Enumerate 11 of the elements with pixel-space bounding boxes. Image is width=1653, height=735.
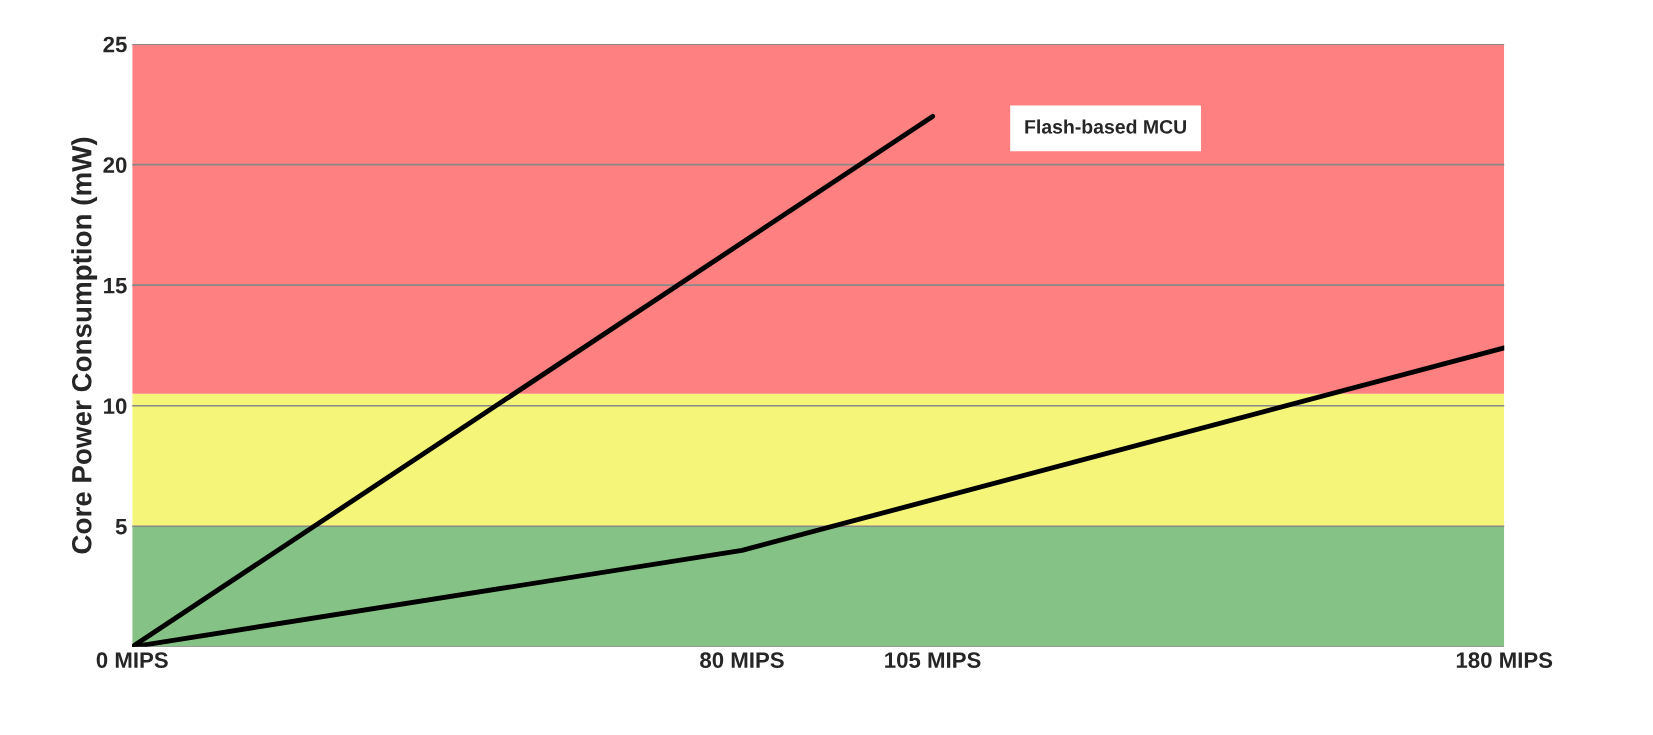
text: Flash-based MCU bbox=[1025, 119, 1186, 134]
y-tick-label: 25 bbox=[103, 36, 127, 53]
y-tick-label: 20 bbox=[103, 157, 127, 173]
x-tick-label: 105 MIPS bbox=[885, 652, 981, 668]
y-tick-label: 15 bbox=[104, 277, 127, 294]
x-tick-label: 0 MIPS bbox=[96, 652, 168, 668]
x-tick-label: 180 MIPS bbox=[1456, 652, 1553, 668]
y-axis-title: Core Power Consumption (mW) bbox=[71, 137, 98, 554]
y-tick-label: 5 bbox=[115, 519, 127, 535]
x-tick-label: 80 MIPS bbox=[700, 652, 784, 668]
y-tick-label: 10 bbox=[104, 398, 127, 414]
